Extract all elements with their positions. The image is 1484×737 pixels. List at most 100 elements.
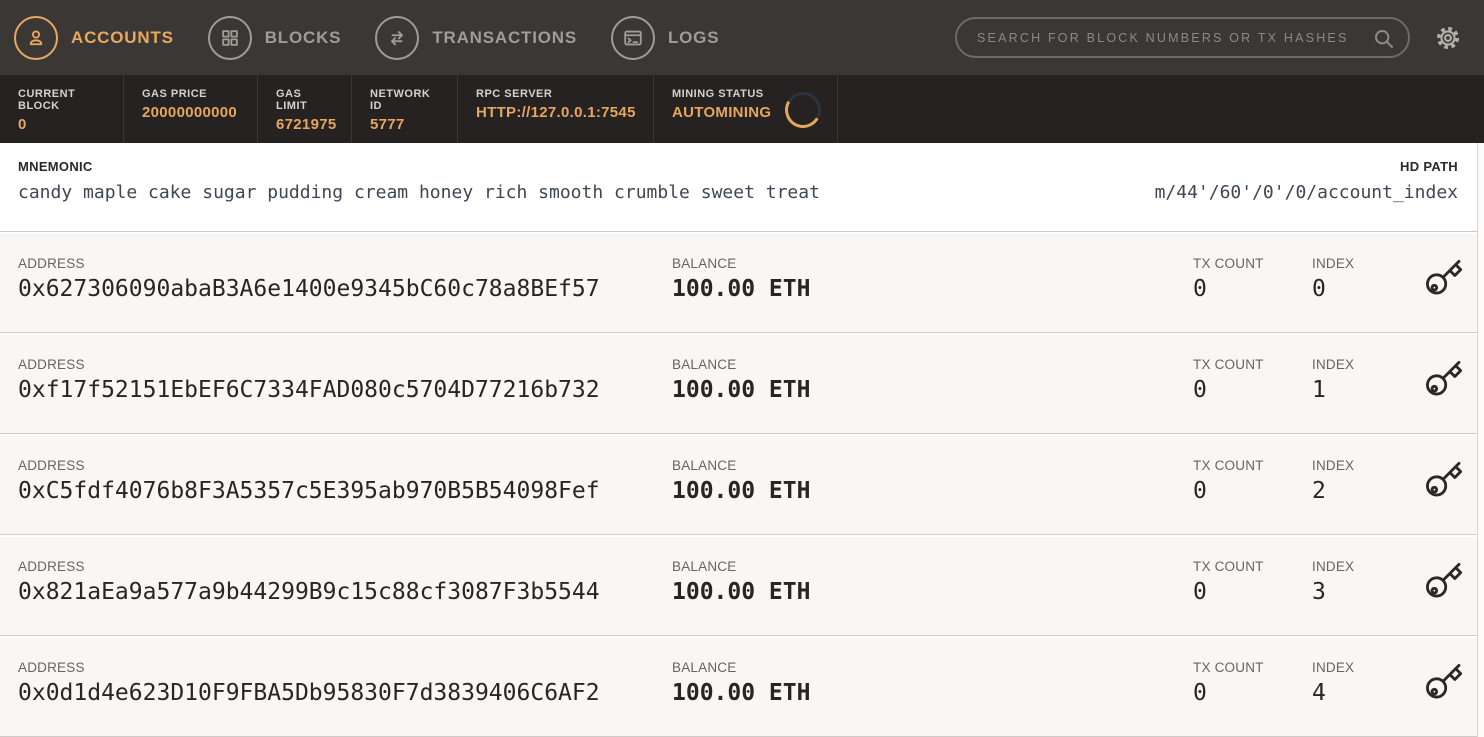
navbar-right	[955, 17, 1462, 58]
search-input[interactable]	[957, 30, 1408, 45]
status-bar: CURRENT BLOCK 0 GAS PRICE 20000000000 GA…	[0, 75, 1484, 143]
address-label: ADDRESS	[18, 256, 85, 271]
status-label: NETWORK ID	[370, 88, 431, 112]
scrollbar-track[interactable]	[1477, 143, 1484, 737]
account-balance: 100.00 ETH	[672, 478, 811, 504]
person-icon	[14, 15, 58, 60]
key-icon	[1424, 562, 1464, 605]
account-tx-count: 0	[1193, 276, 1207, 302]
status-network-id: NETWORK ID 5777	[352, 75, 458, 143]
tx-count-cell: TX COUNT 0	[1193, 458, 1312, 534]
account-index: 2	[1312, 478, 1326, 504]
status-gas-price: GAS PRICE 20000000000	[124, 75, 258, 143]
index-label: INDEX	[1312, 357, 1355, 372]
account-address: 0xf17f52151EbEF6C7334FAD080c5704D77216b7…	[18, 377, 600, 403]
balance-label: BALANCE	[672, 256, 737, 271]
tab-accounts-label: ACCOUNTS	[71, 27, 174, 47]
account-index: 3	[1312, 579, 1326, 605]
status-label: GAS LIMIT	[276, 88, 308, 112]
status-value: 0	[18, 116, 27, 133]
account-tx-count: 0	[1193, 478, 1207, 504]
account-tx-count: 0	[1193, 377, 1207, 403]
tab-transactions[interactable]: TRANSACTIONS	[375, 15, 577, 60]
address-cell: ADDRESS 0xf17f52151EbEF6C7334FAD080c5704…	[18, 357, 672, 433]
nav-tabs: ACCOUNTS BLOCKS TRANSACTIONS LOGS	[14, 15, 720, 60]
account-balance: 100.00 ETH	[672, 579, 811, 605]
tx-count-cell: TX COUNT 0	[1193, 357, 1312, 433]
account-address: 0x627306090abaB3A6e1400e9345bC60c78a8BEf…	[18, 276, 600, 302]
balance-cell: BALANCE 100.00 ETH	[672, 559, 1193, 635]
hd-path-block: HD PATH m/44'/60'/0'/0/account_index	[1155, 159, 1466, 231]
tab-blocks[interactable]: BLOCKS	[207, 15, 342, 60]
index-label: INDEX	[1312, 660, 1355, 675]
tx-count-cell: TX COUNT 0	[1193, 660, 1312, 736]
logs-terminal-icon	[610, 15, 655, 60]
index-cell: INDEX 3	[1312, 559, 1410, 635]
balance-cell: BALANCE 100.00 ETH	[672, 458, 1193, 534]
index-label: INDEX	[1312, 256, 1355, 271]
transactions-arrows-icon	[375, 15, 420, 60]
key-icon	[1424, 461, 1464, 504]
address-cell: ADDRESS 0xC5fdf4076b8F3A5357c5E395ab970B…	[18, 458, 672, 534]
key-cell	[1410, 660, 1484, 736]
key-cell	[1410, 357, 1484, 433]
hd-path-value: m/44'/60'/0'/0/account_index	[1154, 182, 1458, 203]
address-label: ADDRESS	[18, 458, 85, 473]
show-keys-button[interactable]	[1424, 258, 1464, 303]
mnemonic-label: MNEMONIC	[18, 159, 93, 174]
index-cell: INDEX 1	[1312, 357, 1410, 433]
tab-logs-label: LOGS	[667, 27, 720, 47]
address-label: ADDRESS	[18, 357, 85, 372]
tx-count-label: TX COUNT	[1193, 660, 1264, 675]
status-label: RPC SERVER	[476, 88, 553, 100]
account-balance: 100.00 ETH	[672, 276, 811, 302]
mnemonic-block: MNEMONIC candy maple cake sugar pudding …	[18, 159, 820, 231]
account-row: ADDRESS 0x821aEa9a577a9b44299B9c15c88cf3…	[0, 535, 1484, 636]
address-label: ADDRESS	[18, 559, 85, 574]
search-icon[interactable]	[1372, 27, 1396, 56]
tx-count-label: TX COUNT	[1193, 458, 1264, 473]
show-keys-button[interactable]	[1424, 359, 1464, 404]
balance-label: BALANCE	[672, 458, 737, 473]
account-row: ADDRESS 0x0d1d4e623D10F9FBA5Db95830F7d38…	[0, 636, 1484, 737]
show-keys-button[interactable]	[1424, 460, 1464, 505]
tab-logs[interactable]: LOGS	[610, 15, 720, 60]
search-bar	[955, 17, 1410, 58]
status-value: 5777	[370, 116, 405, 133]
index-cell: INDEX 4	[1312, 660, 1410, 736]
tx-count-cell: TX COUNT 0	[1193, 559, 1312, 635]
status-label: GAS PRICE	[142, 88, 208, 100]
show-keys-button[interactable]	[1424, 561, 1464, 606]
status-mining: MINING STATUS AUTOMINING	[654, 75, 838, 143]
show-keys-button[interactable]	[1424, 662, 1464, 707]
status-value: 6721975	[276, 116, 337, 133]
top-navbar: ACCOUNTS BLOCKS TRANSACTIONS LOGS	[0, 0, 1484, 75]
tab-blocks-label: BLOCKS	[264, 27, 342, 47]
mnemonic-panel: MNEMONIC candy maple cake sugar pudding …	[0, 143, 1484, 232]
key-icon	[1424, 259, 1464, 302]
status-value: AUTOMINING	[672, 104, 772, 121]
account-tx-count: 0	[1193, 680, 1207, 706]
account-index: 4	[1312, 680, 1326, 706]
status-label: CURRENT BLOCK	[18, 88, 76, 112]
tx-count-label: TX COUNT	[1193, 357, 1264, 372]
hd-path-label: HD PATH	[1400, 159, 1458, 174]
gear-icon[interactable]	[1434, 24, 1462, 52]
account-index: 0	[1312, 276, 1326, 302]
account-address: 0x821aEa9a577a9b44299B9c15c88cf3087F3b55…	[18, 579, 600, 605]
address-cell: ADDRESS 0x627306090abaB3A6e1400e9345bC60…	[18, 256, 672, 332]
account-address: 0x0d1d4e623D10F9FBA5Db95830F7d3839406C6A…	[18, 680, 600, 706]
account-balance: 100.00 ETH	[672, 680, 811, 706]
tab-transactions-label: TRANSACTIONS	[432, 27, 577, 47]
account-address: 0xC5fdf4076b8F3A5357c5E395ab970B5B54098F…	[18, 478, 600, 504]
account-row: ADDRESS 0x627306090abaB3A6e1400e9345bC60…	[0, 232, 1484, 333]
account-balance: 100.00 ETH	[672, 377, 811, 403]
tab-accounts[interactable]: ACCOUNTS	[14, 15, 174, 60]
tx-count-cell: TX COUNT 0	[1193, 256, 1312, 332]
key-icon	[1424, 663, 1464, 706]
status-value: 20000000000	[142, 104, 238, 121]
address-cell: ADDRESS 0x821aEa9a577a9b44299B9c15c88cf3…	[18, 559, 672, 635]
mnemonic-words: candy maple cake sugar pudding cream hon…	[18, 182, 820, 203]
key-icon	[1424, 360, 1464, 403]
account-row: ADDRESS 0xf17f52151EbEF6C7334FAD080c5704…	[0, 333, 1484, 434]
